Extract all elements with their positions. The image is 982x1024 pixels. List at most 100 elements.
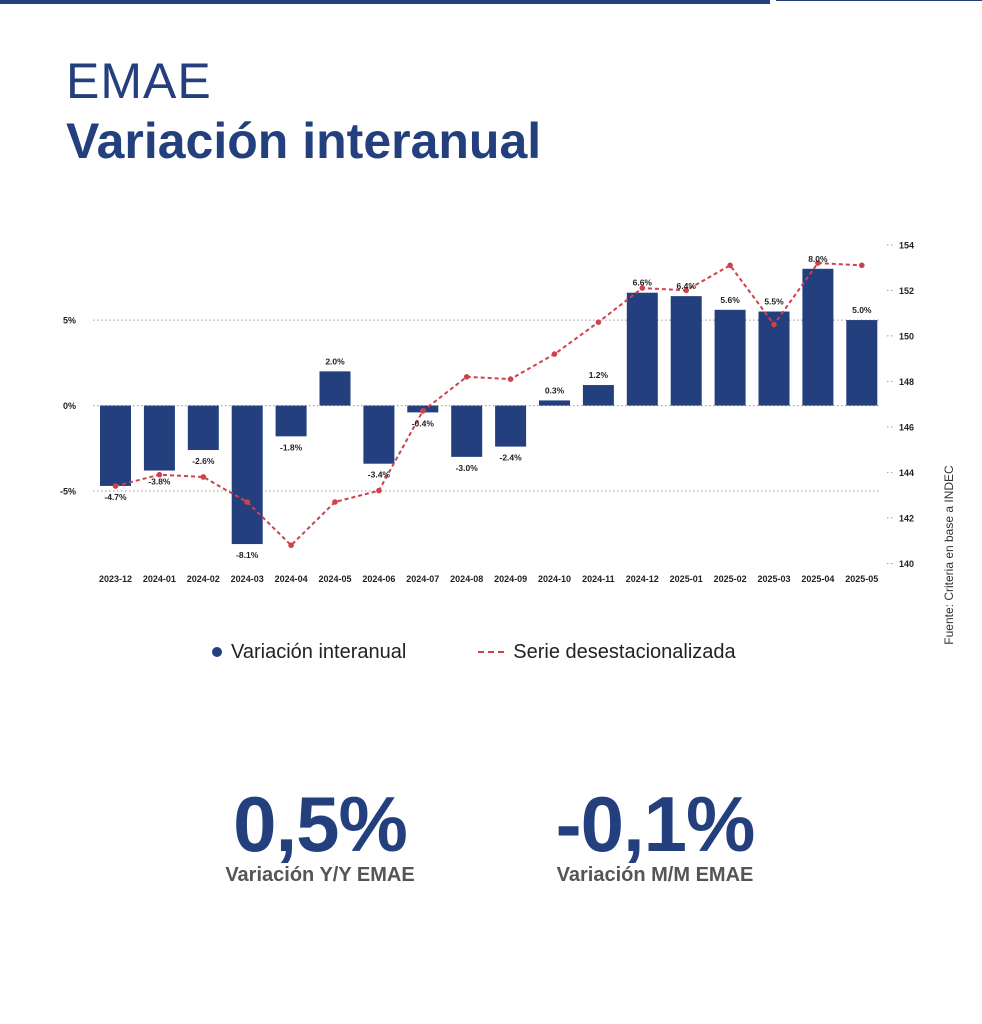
bar-data-label: -2.4% [499, 453, 522, 463]
left-axis: -5% 0% 5% [60, 316, 76, 497]
right-tick-label: 150 [899, 331, 914, 341]
right-tick-label: 154 [899, 240, 914, 250]
line-point [244, 499, 250, 505]
line-point [156, 471, 163, 478]
line-point [639, 285, 646, 291]
bar-data-label: -3.0% [456, 463, 479, 473]
x-tick-label: 2025-03 [757, 574, 790, 584]
line-point [551, 351, 558, 357]
chart-legend: Variación interanual Serie desestacional… [212, 638, 736, 666]
page-subtitle: Variación interanual [66, 113, 542, 169]
right-tick-label: 146 [899, 422, 914, 432]
stat-yy-value: 0,5% [233, 780, 408, 868]
bar [143, 405, 175, 471]
stat-yy: 0,5% Variación Y/Y EMAE [190, 784, 450, 887]
bar [539, 400, 570, 406]
top-accent-bar-main [0, 0, 770, 4]
line-point [200, 474, 207, 480]
line-point [595, 319, 602, 326]
right-tick-label: 148 [899, 377, 914, 387]
bar-data-label: 5.5% [764, 297, 784, 307]
bar [275, 405, 307, 437]
left-tick-label: 5% [63, 316, 76, 326]
bar-data-label: -2.6% [192, 456, 215, 466]
bar [231, 405, 263, 545]
bar [670, 296, 702, 406]
bar [100, 405, 131, 486]
line-point [815, 260, 821, 266]
bar-data-label: -4.7% [104, 492, 127, 502]
legend-item-bars: Variación interanual [212, 641, 406, 664]
bar-data-label: -0.4% [412, 418, 435, 428]
bar [626, 292, 658, 406]
x-tick-label: 2024-02 [187, 574, 220, 584]
x-tick-label: 2024-06 [362, 574, 395, 584]
bar-data-label: 2.0% [325, 356, 345, 366]
right-axis: 140 142 144 146 148 150 152 154 [887, 240, 914, 569]
x-tick-label: 2024-03 [231, 574, 264, 584]
bar-data-label: 6.6% [633, 278, 653, 288]
source-note: Fuente: Criteria en base a INDEC [942, 465, 956, 645]
left-tick-label: -5% [60, 487, 76, 497]
page-title: EMAE [66, 53, 212, 109]
emae-chart: -5% 0% 5% 140 142 144 146 148 150 152 154 -4.7% -3… [60, 240, 914, 584]
line-point [771, 321, 777, 328]
line-point [463, 374, 470, 380]
bar-data-label: 5.6% [720, 295, 740, 305]
x-axis: 2023-12 2024-01 2024-02 2024-03 2024-04 2024-… [99, 574, 878, 584]
bar [495, 405, 527, 447]
bar-data-label: -3.4% [368, 470, 391, 480]
top-accent-bar-thin [776, 0, 982, 1]
bar-labels-layer: -4.7% -3.8% -2.6% -8.1% -1.8% 2.0% -3.4% -0.4% -… [104, 254, 872, 560]
line-point [332, 499, 338, 505]
legend-item-line: Serie desestacionalizada [478, 640, 736, 664]
bar [714, 309, 746, 406]
x-tick-label: 2024-11 [582, 574, 615, 584]
line-point [288, 542, 294, 549]
bar [451, 405, 483, 457]
right-tick-label: 140 [899, 559, 914, 569]
line-point [683, 287, 689, 294]
bar-data-label: 5.0% [852, 305, 872, 315]
x-tick-label: 2024-10 [538, 574, 571, 584]
right-tick-label: 144 [899, 468, 914, 478]
x-tick-label: 2024-05 [318, 574, 351, 584]
x-tick-label: 2025-05 [845, 574, 878, 584]
legend-dot-icon [212, 647, 222, 657]
x-tick-label: 2024-08 [450, 574, 483, 584]
line-point [859, 262, 865, 269]
right-tick-label: 142 [899, 513, 914, 523]
line-point [507, 376, 514, 382]
bar-data-label: 0.3% [545, 385, 565, 395]
x-tick-label: 2025-01 [670, 574, 703, 584]
stat-mm: -0,1% Variación M/M EMAE [525, 784, 785, 887]
x-tick-label: 2024-01 [143, 574, 176, 584]
bar-data-label: -1.8% [280, 442, 303, 452]
bar-data-label: -3.8% [148, 477, 171, 487]
bar [802, 268, 834, 406]
x-tick-label: 2024-04 [275, 574, 308, 584]
x-tick-label: 2024-09 [494, 574, 527, 584]
bar-data-label: -8.1% [236, 550, 259, 560]
line-point [420, 408, 426, 414]
bar [846, 320, 878, 406]
legend-label-line: Serie desestacionalizada [513, 640, 736, 663]
legend-dashed-line-icon [478, 651, 505, 653]
x-tick-label: 2025-02 [714, 574, 747, 584]
legend-label-bars: Variación interanual [231, 640, 407, 663]
line-layer [112, 260, 865, 549]
line-point [727, 262, 733, 269]
right-tick-label: 152 [899, 286, 914, 296]
top-accent-bar [0, 0, 982, 4]
x-tick-label: 2025-04 [801, 574, 834, 584]
stat-yy-label: Variación Y/Y EMAE [225, 864, 415, 886]
bar [363, 405, 395, 464]
left-tick-label: 0% [63, 401, 76, 411]
x-tick-label: 2023-12 [99, 574, 132, 584]
bar [319, 371, 351, 406]
line-series [115, 262, 862, 547]
stat-mm-label: Variación M/M EMAE [556, 864, 754, 886]
bars-layer [100, 268, 878, 545]
stat-mm-value: -0,1% [555, 780, 756, 868]
line-point [376, 487, 382, 494]
